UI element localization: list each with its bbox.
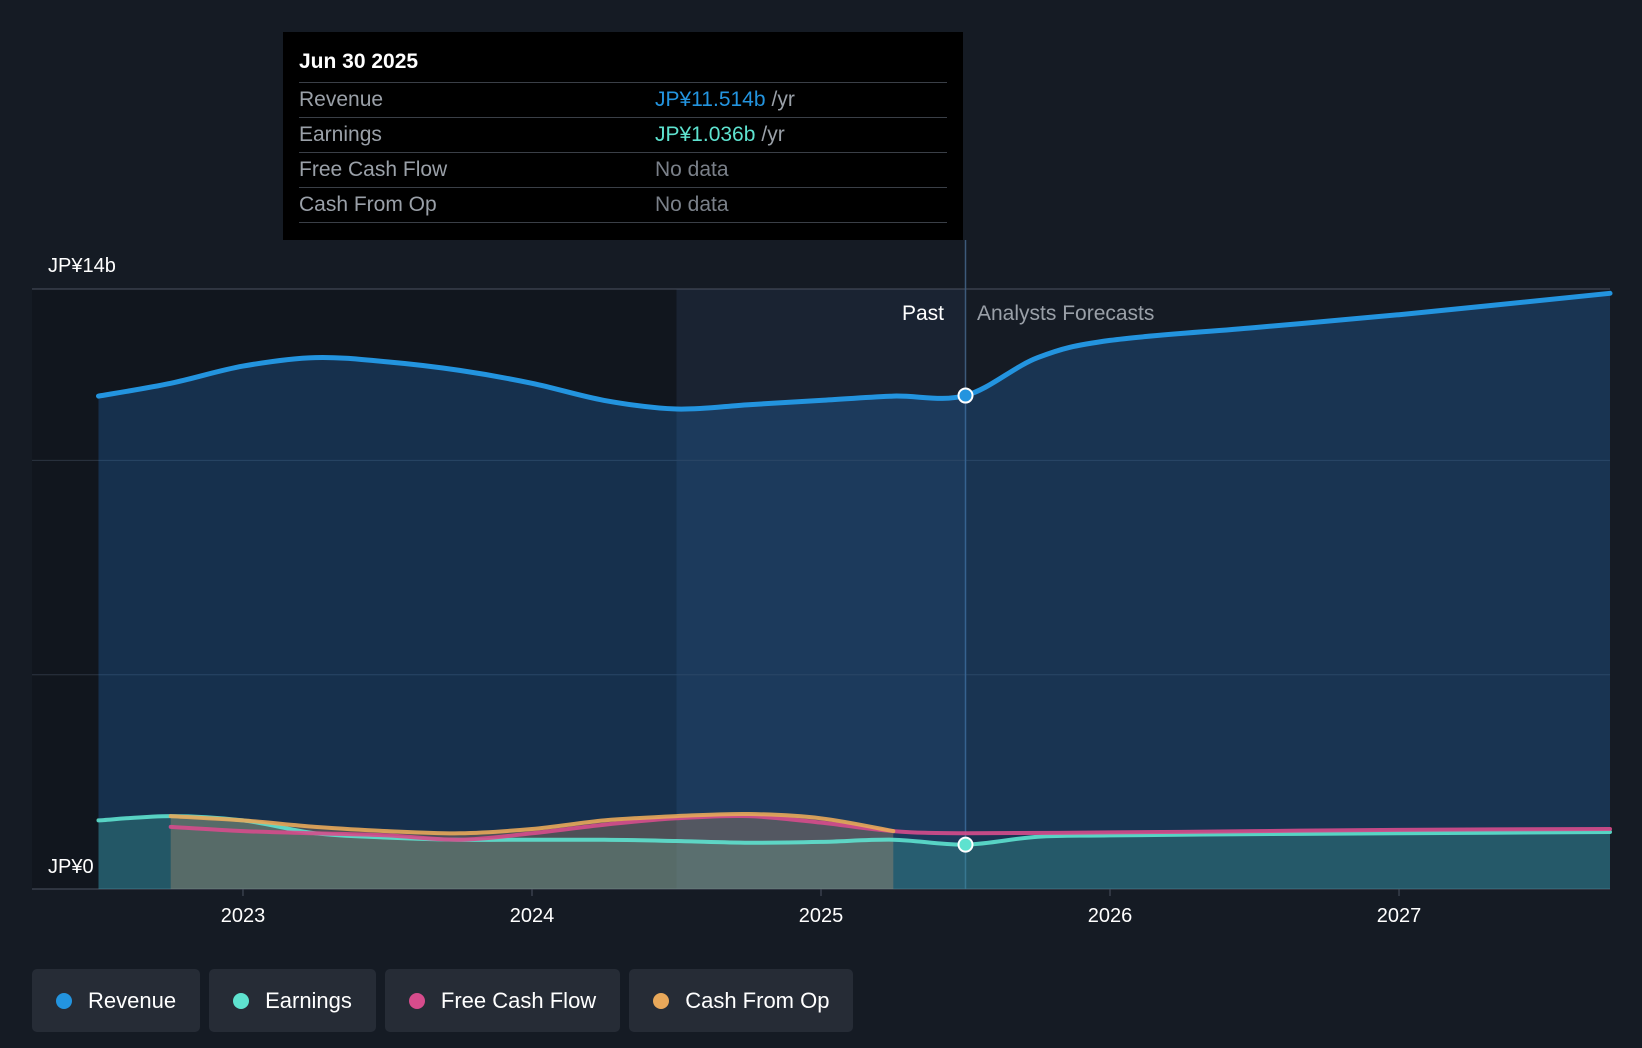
past-label: Past [902, 302, 944, 325]
tooltip-row-label: Cash From Op [299, 193, 437, 216]
tooltip-row-label: Revenue [299, 88, 384, 111]
tooltip-row: Cash From Op No data [299, 187, 947, 223]
tooltip-row-value: JP¥1.036b [655, 123, 756, 146]
plot-background-layer [32, 289, 966, 889]
legend-item-cash-from-op[interactable]: Cash From Op [629, 969, 854, 1032]
forecast-label: Analysts Forecasts [977, 302, 1154, 325]
legend-item-earnings[interactable]: Earnings [209, 969, 376, 1032]
tooltip-row-label: Free Cash Flow [299, 158, 448, 181]
legend: Revenue Earnings Free Cash Flow Cash From O… [32, 969, 854, 1032]
tooltip-row-label: Earnings [299, 123, 382, 146]
legend-label: Cash From Op [685, 987, 830, 1013]
tooltip-row-value: JP¥11.514b [655, 88, 766, 111]
x-tick-label: 2025 [799, 905, 844, 927]
tooltip-row-unit: /yr [771, 88, 795, 111]
tooltip-date: Jun 30 2025 [299, 50, 419, 73]
x-tick-label: 2027 [1377, 905, 1422, 927]
x-tick-label: 2026 [1088, 905, 1133, 927]
y-tick-label: JP¥14b [48, 255, 116, 277]
line-cash-from-op [168, 811, 896, 836]
tooltip: Jun 30 2025 Revenue JP¥11.514b/yr Earnings… [283, 32, 963, 240]
tooltip-rows: Revenue JP¥11.514b/yr Earnings JP¥1.036b/yr… [299, 82, 947, 223]
x-tick-label: 2024 [510, 905, 555, 927]
tooltip-row: Earnings JP¥1.036b/yr [299, 117, 947, 152]
legend-label: Free Cash Flow [440, 987, 597, 1013]
line-revenue [96, 290, 1613, 412]
legend-dot-icon [56, 992, 72, 1009]
legend-label: Revenue [88, 987, 177, 1013]
tooltip-row: Free Cash Flow No data [299, 152, 947, 187]
legend-item-free-cash-flow[interactable]: Free Cash Flow [384, 969, 621, 1032]
x-tick-label: 2023 [221, 905, 266, 927]
y-tick-label: JP¥0 [48, 856, 94, 878]
marker-earnings [957, 836, 974, 853]
tooltip-row-value: No data [655, 158, 729, 181]
legend-dot-icon [653, 992, 670, 1009]
tooltip-row: Revenue JP¥11.514b/yr [299, 82, 947, 117]
tooltip-row-unit: /yr [761, 123, 785, 146]
legend-label: Earnings [265, 987, 352, 1013]
legend-dot-icon [408, 992, 425, 1009]
highlight-band [676, 289, 966, 889]
area-revenue [98, 293, 1610, 889]
marker-revenue [957, 387, 974, 404]
line-free-cash-flow [168, 813, 1612, 842]
legend-item-revenue[interactable]: Revenue [32, 969, 201, 1032]
axis-layer: JP¥14b JP¥0 2023 2024 2025 2026 2027 [48, 255, 1421, 927]
legend-dot-icon [233, 992, 250, 1009]
tooltip-row-value: No data [655, 193, 729, 216]
line-layer [96, 290, 1613, 853]
